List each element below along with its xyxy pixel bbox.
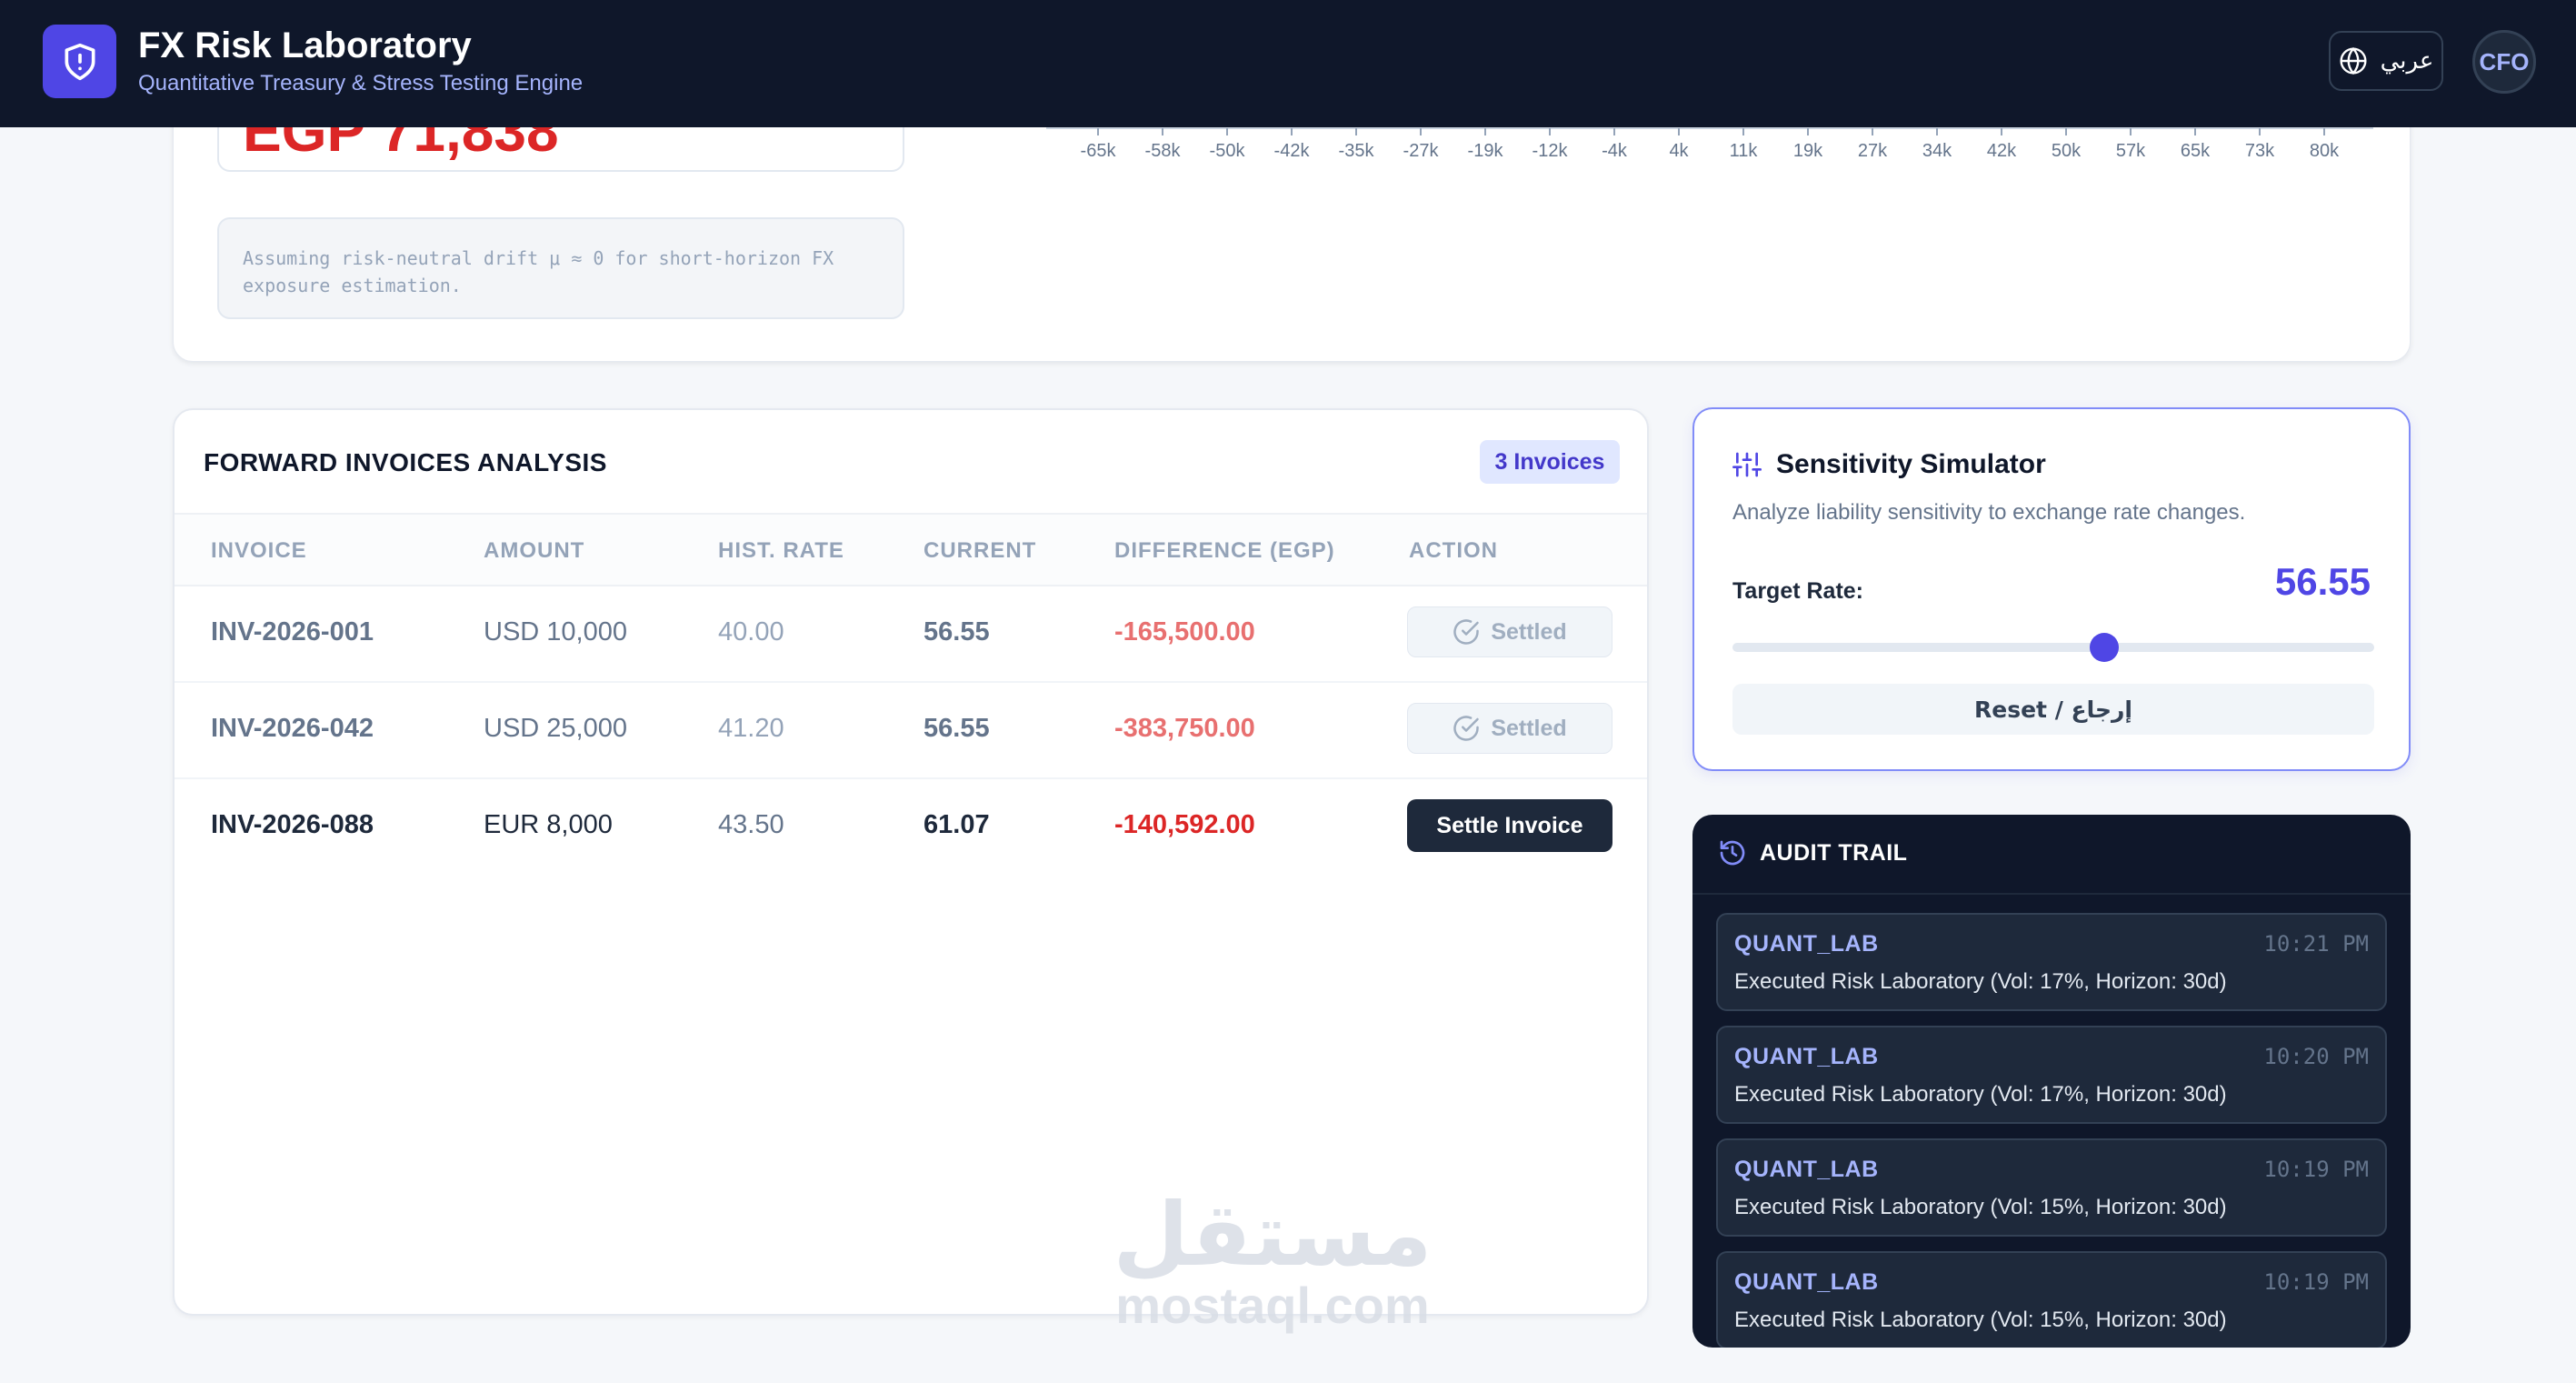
audit-text: Executed Risk Laboratory (Vol: 17%, Hori… [1734,1082,2227,1107]
invoice-current-rate: 61.07 [924,810,990,839]
histogram-tick-label: 80k [2310,141,2340,161]
reset-button[interactable]: Reset / إرجاع [1732,684,2374,735]
invoice-id: INV-2026-042 [211,714,374,743]
column-difference: DIFFERENCE (EGP) [1114,538,1335,563]
histogram-tick-label: 42k [1987,141,2017,161]
invoice-current-rate: 56.55 [924,617,990,646]
histogram-tick-label: 57k [2116,141,2146,161]
language-label: عربي [2380,47,2434,75]
audit-user: QUANT_LAB [1734,1044,1879,1069]
invoices-title: FORWARD INVOICES ANALYSIS [204,448,607,476]
audit-trail-card: AUDIT TRAIL QUANT_LAB 10:21 PM Executed … [1692,815,2411,1348]
sensitivity-description: Analyze liability sensitivity to exchang… [1732,500,2246,525]
invoice-count-badge: 3 Invoices [1480,440,1620,484]
column-amount: AMOUNT [484,538,585,563]
watermark-arabic: مستقل [1113,1184,1433,1286]
table-row: INV-2026-042 USD 25,000 41.20 56.55 -383… [175,683,1647,779]
histogram-tick-label: -27k [1403,141,1440,161]
histogram-tick-label: -4k [1602,141,1628,161]
settle-invoice-button[interactable]: Settle Invoice [1407,799,1612,852]
histogram-tick-label: -19k [1468,141,1504,161]
sensitivity-simulator-card: Sensitivity Simulator Analyze liability … [1692,407,2411,771]
audit-user: QUANT_LAB [1734,931,1879,957]
histogram-axis: -65k -58k -50k -42k -35k -27k -19k -12k -4k 4k 11k… [1046,127,2373,161]
histogram-tick-label: 4k [1669,141,1689,161]
invoice-current-rate: 56.55 [924,714,990,743]
invoice-difference: -140,592.00 [1114,810,1255,839]
histogram-tick-label: 19k [1793,141,1823,161]
table-header: INVOICE AMOUNT HIST. RATE CURRENT DIFFER… [175,515,1647,586]
histogram-tick-label: 65k [2181,141,2211,161]
target-rate-label: Target Rate: [1732,578,1864,604]
audit-text: Executed Risk Laboratory (Vol: 17%, Hori… [1734,969,2227,994]
settled-label: Settled [1491,618,1567,645]
history-icon [1720,840,1745,866]
histogram-tick-label: -35k [1339,141,1375,161]
invoice-amount: USD 10,000 [484,617,627,646]
audit-time: 10:19 PM [2263,1157,2369,1182]
audit-entry: QUANT_LAB 10:20 PM Executed Risk Laborat… [1716,1026,2387,1124]
histogram-tick-label: 34k [1922,141,1952,161]
audit-user: QUANT_LAB [1734,1269,1879,1295]
target-rate-value: 56.55 [2274,560,2371,603]
audit-time: 10:21 PM [2263,931,2369,957]
column-action: ACTION [1409,538,1498,563]
table-row: INV-2026-001 USD 10,000 40.00 56.55 -165… [175,586,1647,683]
divider [175,513,1647,515]
audit-entry: QUANT_LAB 10:21 PM Executed Risk Laborat… [1716,913,2387,1011]
check-circle-icon [1453,619,1480,645]
audit-list: QUANT_LAB 10:21 PM Executed Risk Laborat… [1716,913,2387,1348]
histogram-tick-label: -65k [1081,141,1117,161]
audit-time: 10:20 PM [2263,1044,2369,1069]
assumption-note: Assuming risk-neutral drift μ ≈ 0 for sh… [217,217,904,319]
histogram-tick-label: -42k [1274,141,1311,161]
invoice-hist-rate: 41.20 [718,714,784,743]
watermark-latin: mostaql.com [1115,1277,1430,1334]
target-rate-slider[interactable] [1732,633,2374,662]
histogram-tick-label: 73k [2245,141,2275,161]
sliders-icon [1732,452,1762,477]
histogram-tick-label: 27k [1858,141,1888,161]
table-row: INV-2026-088 EUR 8,000 43.50 61.07 -140,… [175,779,1647,876]
slider-thumb[interactable] [2090,633,2120,662]
app-header: FX Risk Laboratory Quantitative Treasury… [0,0,2576,127]
language-toggle-button[interactable]: عربي [2329,31,2443,91]
column-hist-rate: HIST. RATE [718,538,844,563]
user-avatar[interactable]: CFO [2472,30,2536,94]
invoice-hist-rate: 43.50 [718,810,784,839]
invoice-difference: -383,750.00 [1114,714,1255,743]
invoice-id: INV-2026-088 [211,810,374,839]
audit-text: Executed Risk Laboratory (Vol: 15%, Hori… [1734,1195,2227,1219]
shield-alert-icon [43,25,116,98]
audit-title: AUDIT TRAIL [1760,840,1908,866]
histogram-tick-label: -58k [1145,141,1182,161]
check-circle-icon [1453,716,1480,741]
settled-button[interactable]: Settled [1407,703,1612,754]
histogram-tick-label: -12k [1533,141,1569,161]
invoice-difference: -165,500.00 [1114,617,1255,646]
settled-label: Settled [1491,715,1567,741]
settled-button[interactable]: Settled [1407,606,1612,657]
audit-time: 10:19 PM [2263,1269,2369,1295]
histogram-tick-label: -50k [1210,141,1246,161]
invoice-amount: USD 25,000 [484,714,627,743]
column-invoice: INVOICE [211,538,307,563]
audit-entry: QUANT_LAB 10:19 PM Executed Risk Laborat… [1716,1138,2387,1237]
audit-user: QUANT_LAB [1734,1157,1879,1182]
column-current: CURRENT [924,538,1037,563]
invoice-hist-rate: 40.00 [718,617,784,646]
forward-invoices-card: FORWARD INVOICES ANALYSIS 3 Invoices INV… [173,408,1649,1316]
sensitivity-title: Sensitivity Simulator [1776,449,2046,479]
app-subtitle: Quantitative Treasury & Stress Testing E… [138,71,584,95]
audit-entry: QUANT_LAB 10:19 PM Executed Risk Laborat… [1716,1251,2387,1348]
divider [1692,893,2411,895]
audit-text: Executed Risk Laboratory (Vol: 15%, Hori… [1734,1308,2227,1332]
globe-icon [2340,46,2367,75]
app-title: FX Risk Laboratory [138,25,472,65]
invoice-id: INV-2026-001 [211,617,374,646]
invoice-amount: EUR 8,000 [484,810,613,839]
histogram-tick-label: 11k [1730,141,1759,161]
histogram-tick-label: 50k [2052,141,2082,161]
watermark-logo: مستقل mostaql.com [1100,1191,1445,1333]
